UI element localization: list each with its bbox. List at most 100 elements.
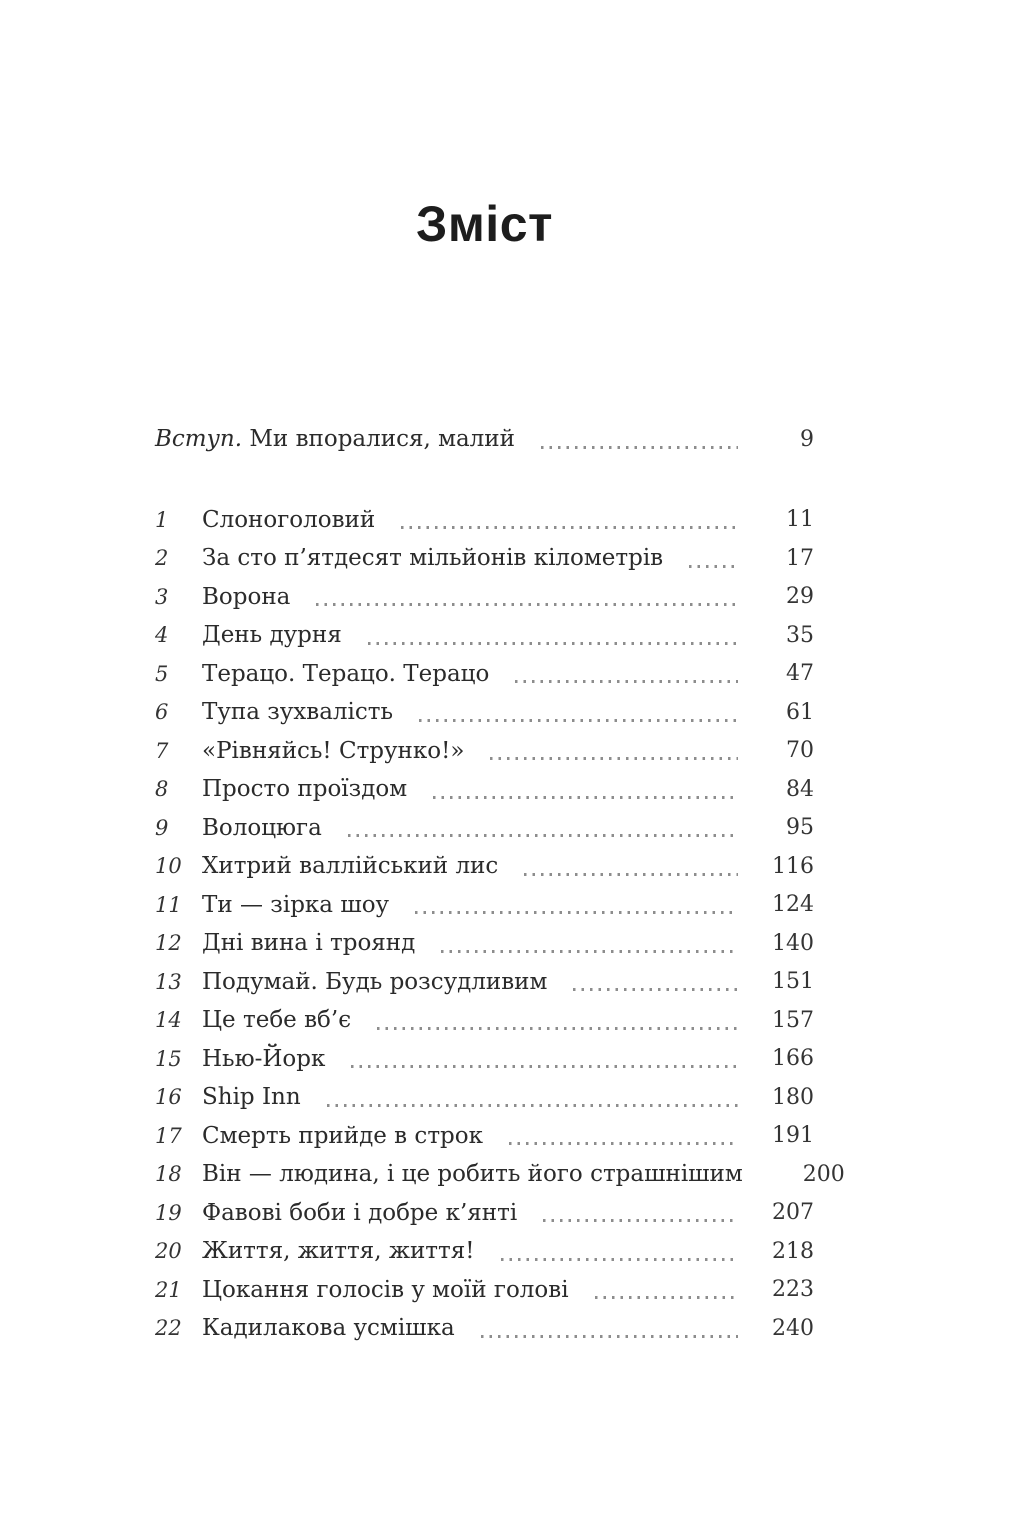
chapter-number: 19 [155,1200,182,1225]
dot-leader [367,641,738,645]
toc-entry-row: 2 За сто п’ятдесят мільйонів кілометрів … [155,539,814,578]
chapter-title: Це тебе вб’є [202,1007,352,1034]
dot-leader [500,1257,738,1261]
toc-entry-row: 9 Волоцюга 95 [155,809,814,848]
toc-entry-row: 15 Нью-Йорк 166 [155,1040,814,1079]
chapter-number: 10 [155,854,182,879]
chapter-title: Подумай. Будь розсудливим [202,968,548,995]
chapter-title: День дурня [202,622,342,649]
toc-content-column: Зміст Вступ. Ми впоралися, малий 9 1 Сло… [155,0,845,1348]
dot-leader [524,872,738,876]
chapter-title: Хитрий валлійський лис [202,853,499,880]
dot-leader [480,1334,738,1338]
chapter-number: 12 [155,931,182,956]
toc-entry-row: 5 Терацо. Терацо. Терацо 47 [155,655,814,694]
chapter-number: 16 [155,1085,182,1110]
dot-leader [415,911,738,914]
dot-leader [377,1026,738,1030]
toc-entry-row: 22 Кадилакова усмішка 240 [155,1309,814,1348]
chapter-page-number: 11 [786,507,814,533]
chapter-page-number: 140 [772,930,814,956]
chapter-page-number: 47 [786,661,814,687]
chapter-number: 1 [155,507,169,532]
dot-leader [316,603,738,606]
dot-leader [419,718,738,722]
chapter-page-number: 223 [772,1277,814,1303]
chapter-page-number: 157 [772,1007,814,1033]
chapter-page-number: 84 [786,776,814,802]
chapter-number: 14 [155,1008,182,1033]
toc-entry-row: 17 Смерть прийде в строк 191 [155,1117,814,1156]
chapter-page-number: 61 [786,699,814,725]
chapter-title: Волоцюга [202,814,322,841]
chapter-page-number: 166 [772,1046,814,1072]
dot-leader [326,1103,738,1107]
chapter-number: 7 [155,738,169,763]
toc-entry-row: 14 Це тебе вб’є 157 [155,1001,814,1040]
chapter-page-number: 207 [772,1200,814,1226]
toc-entry-row: 1 Слоноголовий 11 [155,501,814,540]
dot-leader [490,757,738,760]
page-title: Зміст [416,196,553,252]
intro-page-number: 9 [800,426,814,452]
chapter-number: 21 [155,1277,182,1302]
intro-title-text: Ми впоралися, малий [242,426,515,453]
toc-entry-row: 13 Подумай. Будь розсудливим 151 [155,963,814,1002]
chapter-rows: 1 Слоноголовий 11 2 За сто п’ятдесят міл… [155,501,845,1348]
chapter-number: 5 [155,661,169,686]
chapter-title: Кадилакова усмішка [202,1315,455,1342]
chapter-page-number: 218 [772,1238,814,1264]
toc-entry-row: 18 Він — людина, і це робить його страшн… [155,1155,845,1194]
chapter-number: 20 [155,1239,182,1264]
chapter-page-number: 35 [786,622,814,648]
toc-entry-row: 21 Цокання голосів у моїй голові 223 [155,1271,814,1310]
dot-leader [543,1219,738,1222]
chapter-title: Він — людина, і це робить його страшніши… [202,1161,743,1188]
toc-entry-row: 4 День дурня 35 [155,616,814,655]
chapter-number: 6 [155,700,169,725]
chapter-title: Ти — зірка шоу [202,891,390,918]
chapter-page-number: 124 [772,892,814,918]
intro-prefix: Вступ. [155,426,243,453]
chapter-title: За сто п’ятдесят мільйонів кілометрів [202,545,664,572]
toc-intro-row: Вступ. Ми впоралися, малий 9 [155,420,814,459]
chapter-title: Цокання голосів у моїй голові [202,1276,569,1303]
dot-leader [433,795,738,799]
chapter-page-number: 200 [802,1161,845,1187]
chapter-page-number: 95 [786,815,814,841]
dot-leader [515,680,738,683]
chapter-number: 13 [155,969,182,994]
toc-entry-row: 12 Дні вина і троянд 140 [155,924,814,963]
dot-leader [347,834,738,837]
chapter-number: 8 [155,777,169,802]
dot-leader [509,1142,738,1145]
chapter-number: 15 [155,1046,182,1071]
chapter-title: Ворона [202,583,291,610]
dot-leader [689,564,738,568]
chapter-page-number: 151 [772,969,814,995]
toc-entry-row: 10 Хитрий валлійський лис 116 [155,847,814,886]
chapter-title: Терацо. Терацо. Терацо [202,660,490,687]
chapter-number: 11 [155,892,182,917]
dot-leader [401,526,738,529]
toc-entry-row: 16 Ship Inn 180 [155,1078,814,1117]
chapter-page-number: 17 [786,545,814,571]
dot-leader [441,949,738,953]
chapter-page-number: 191 [772,1123,814,1149]
chapter-number: 17 [155,1123,182,1148]
chapter-title: Нью-Йорк [202,1045,326,1072]
chapter-page-number: 116 [772,853,814,879]
dot-leader [594,1296,738,1299]
chapter-number: 4 [155,623,169,648]
chapter-title: «Рівняйсь! Струнко!» [202,737,465,764]
toc-entry-row: 7 «Рівняйсь! Струнко!» 70 [155,732,814,771]
toc-entry-row: 19 Фавові боби і добре к’янті 207 [155,1194,814,1233]
chapter-title: Ship Inn [202,1084,301,1111]
dot-leader [351,1065,738,1068]
toc-entry-row: 11 Ти — зірка шоу 124 [155,886,814,925]
chapter-number: 22 [155,1316,182,1341]
chapter-number: 2 [155,546,169,571]
chapter-title: Просто проїздом [202,776,408,803]
chapter-title: Життя, життя, життя! [202,1238,475,1265]
chapter-page-number: 180 [772,1084,814,1110]
